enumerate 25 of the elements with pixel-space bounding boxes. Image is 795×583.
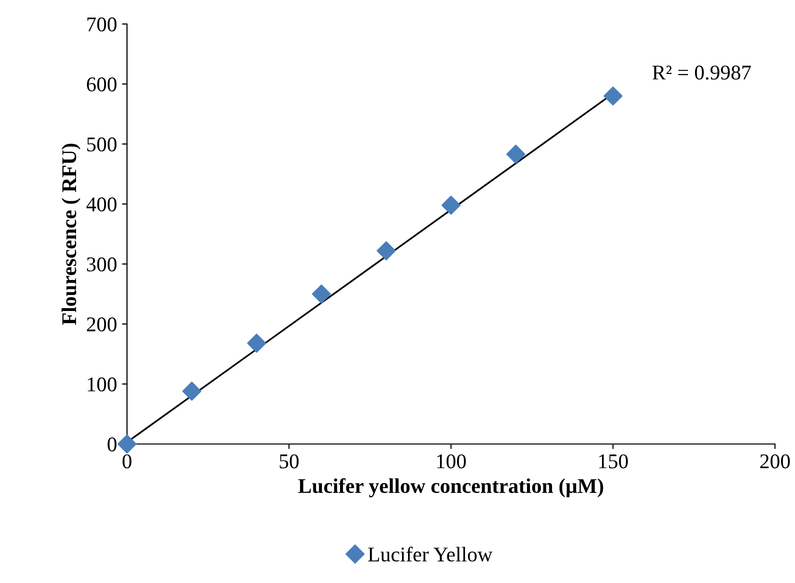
y-tick-label: 0 bbox=[108, 437, 116, 452]
y-axis-title: Flourescence ( RFU) bbox=[62, 144, 80, 325]
point bbox=[442, 196, 460, 215]
y-tick-label: 500 bbox=[87, 137, 116, 152]
point bbox=[247, 334, 266, 353]
point bbox=[118, 434, 136, 454]
x-tick-label: 100 bbox=[437, 454, 466, 468]
point bbox=[312, 284, 331, 304]
x-tick-label: 150 bbox=[599, 454, 628, 468]
y-tick-label: 400 bbox=[86, 197, 116, 212]
x-axis-title: Lucifer yellow concentration (µM) bbox=[298, 478, 604, 498]
y-tick-label: 600 bbox=[86, 77, 116, 92]
x-tick-label: 0 bbox=[122, 454, 132, 468]
point bbox=[182, 382, 202, 401]
y-tick-label: 700 bbox=[87, 17, 116, 32]
y-tick-label: 300 bbox=[87, 257, 116, 272]
annotation: R² = 0.9987 bbox=[652, 66, 751, 80]
x-tick-label: 200 bbox=[760, 454, 790, 468]
y-tick-label: 200 bbox=[86, 317, 116, 332]
point bbox=[376, 241, 396, 260]
legend-label: Lucifer Yellow bbox=[368, 546, 492, 562]
y-tick-label: 100 bbox=[88, 377, 116, 392]
point bbox=[604, 86, 622, 106]
x-tick-label: 50 bbox=[280, 454, 299, 468]
point bbox=[506, 144, 526, 164]
